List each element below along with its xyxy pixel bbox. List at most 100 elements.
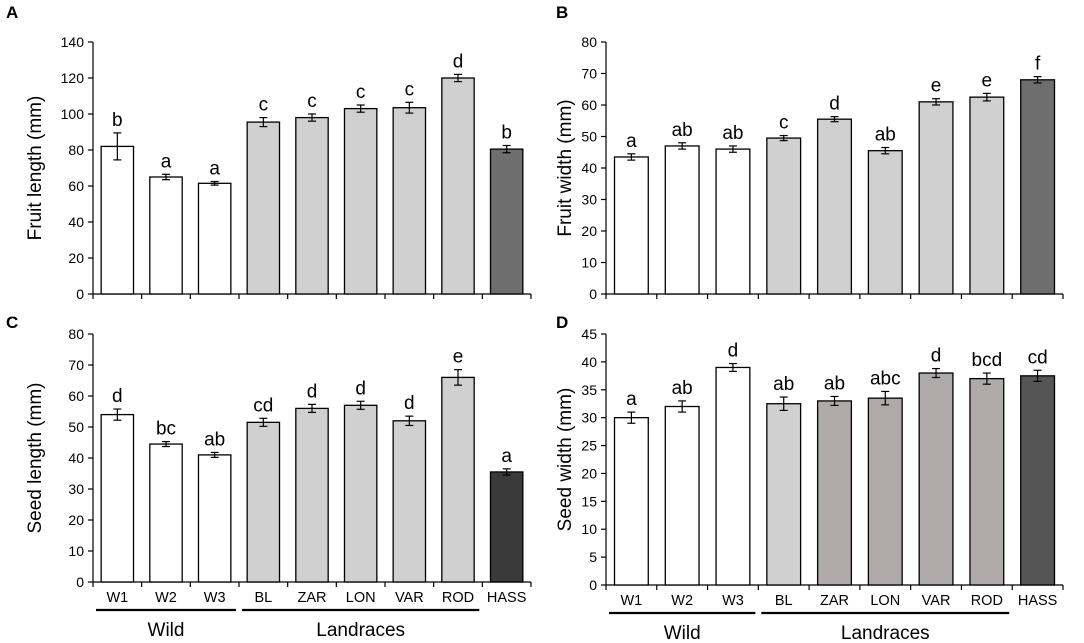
panel-d-bar-bl [766,403,802,586]
panel-c-letter-lon: d [355,378,366,399]
panel-d-letter-w2: ab [672,378,693,399]
panel-a-bar-w1 [100,145,135,295]
panel-d-ytick-label: 5 [589,549,597,565]
panel-d-bar-rod [969,377,1005,586]
panel-b-ytick-label: 50 [581,129,597,145]
panel-d-bar-lon [867,397,903,586]
panel-b-bar-hass [1020,79,1056,295]
panel-d-ytick-label: 35 [581,382,597,398]
panel-b-ytick-label: 70 [581,66,597,82]
panel-b-ytick-label: 80 [581,34,597,50]
panel-a-ytick-label: 140 [61,34,85,50]
panel-d-bar-zar [816,400,853,586]
panel-d-ytick-label: 25 [581,438,597,454]
panel-d-letter-bl: ab [773,374,794,395]
panel-d-bar-w3 [715,366,751,586]
panel-c-xtick-label-zar: ZAR [298,590,327,606]
panel-c-letter-rod: e [453,347,464,368]
panel-b-ytick-label: 10 [581,255,597,271]
panel-c-xtick-label-rod: ROD [442,590,474,606]
panel-d-xtick-label-lon: LON [870,593,900,609]
panel-a-ytick-label: 40 [68,214,84,230]
panel-c-bar-bl [246,421,281,583]
panel-a-ytick-label: 0 [76,286,84,302]
panel-c-xtick-label-bl: BL [254,590,272,606]
panel-b-letter: B [556,3,568,22]
panel-b-ylabel: Fruit width (mm) [555,99,576,236]
panel-b-letter-bl: c [779,113,789,134]
panel-a-letter-lon: c [356,82,366,103]
panel-c-letter-w1: d [112,386,123,407]
panel-c-group-label-landraces: Landraces [316,620,405,641]
panel-a-bar-lon [343,107,378,295]
panel-d-ytick-label: 30 [581,410,597,426]
panel-c-letter-w2: bc [156,419,176,440]
panel-a-letter-w3: a [209,159,220,180]
panel-b-bar-rod [969,96,1005,295]
panel-d-letter-hass: cd [1028,347,1048,368]
panel-a-ylabel: Fruit length (mm) [25,96,46,241]
panel-d-xtick-label-zar: ZAR [820,593,849,609]
panel-d-ytick-label: 10 [581,521,597,537]
panel-c-ytick-label: 30 [68,481,84,497]
panel-a-ytick-label: 60 [68,178,84,194]
panel-c-bar-rod [441,376,475,583]
panel-b-ytick-label: 60 [581,97,597,113]
panel-c-ylabel: Seed length (mm) [25,382,46,533]
panel-b-ytick-label: 0 [589,286,597,302]
panel-a-letter-zar: c [307,91,317,112]
panel-b-bar-w1 [613,156,649,295]
panel-b-ytick-label: 20 [581,223,597,239]
panel-c-letter-var: d [404,393,415,414]
panel-d-xtick-label-w2: W2 [671,593,693,609]
panel-b-letter-w3: ab [722,123,743,144]
panel-d-letter-w3: d [728,341,739,362]
panel-a-bar-rod [441,77,475,295]
panel-d-xtick-label-bl: BL [775,593,793,609]
panel-c-bar-zar [295,407,329,583]
panel-c-xtick-label-lon: LON [346,590,376,606]
panel-a-ytick-label: 120 [61,70,85,86]
panel-a-ytick-label: 100 [61,106,85,122]
panel-d-letter-lon: abc [870,368,901,389]
panel-c-ytick-label: 60 [68,388,84,404]
panel-c-group-label-wild: Wild [148,620,185,641]
panel-d-letter-rod: bcd [972,350,1003,371]
panel-c-bar-var [392,420,427,583]
panel-a-bar-hass [489,148,524,295]
panel-c-xtick-label-hass: HASS [487,590,527,606]
panel-d-letter: D [556,313,568,332]
panel-c-ytick-label: 40 [68,450,84,466]
panel-d-ytick-label: 15 [581,493,597,509]
panel-c-letter-bl: cd [253,395,273,416]
panel-d-xtick-label-rod: ROD [971,593,1003,609]
panel-c-bar-w2 [149,443,183,583]
panel-c-xtick-label-w3: W3 [204,590,226,606]
panel-d-ytick-label: 45 [581,326,597,342]
panel-c-letter-hass: a [501,446,512,467]
panel-c-ytick-label: 50 [68,419,84,435]
panel-d-bar-w1 [613,417,649,586]
panel-a-bar-w2 [149,176,183,295]
panel-a-letter-w1: b [112,110,123,131]
panel-c-bar-w1 [100,413,135,583]
panel-a-letter: A [6,3,18,22]
panel-a-bar-bl [246,121,281,295]
panel-c-xtick-label-w1: W1 [106,590,128,606]
panel-c-bar-lon [343,404,378,583]
panel-d-bar-var [918,372,954,586]
panel-c-letter: C [6,313,18,332]
panel-d-xtick-label-w3: W3 [722,593,744,609]
panel-b-bar-bl [766,137,802,295]
panel-c-ytick-label: 80 [68,326,84,342]
panel-c-bar-w3 [197,454,232,583]
panel-d-xtick-label-w1: W1 [621,593,643,609]
panel-a-bar-w3 [197,182,232,295]
panel-a-letter-var: c [405,79,415,100]
panel-a-letter-w2: a [161,151,172,172]
panel-b-letter-rod: e [982,70,993,91]
panel-d-ytick-label: 40 [581,354,597,370]
panel-a-ytick-label: 80 [68,142,84,158]
panel-a-letter-hass: b [501,123,512,144]
